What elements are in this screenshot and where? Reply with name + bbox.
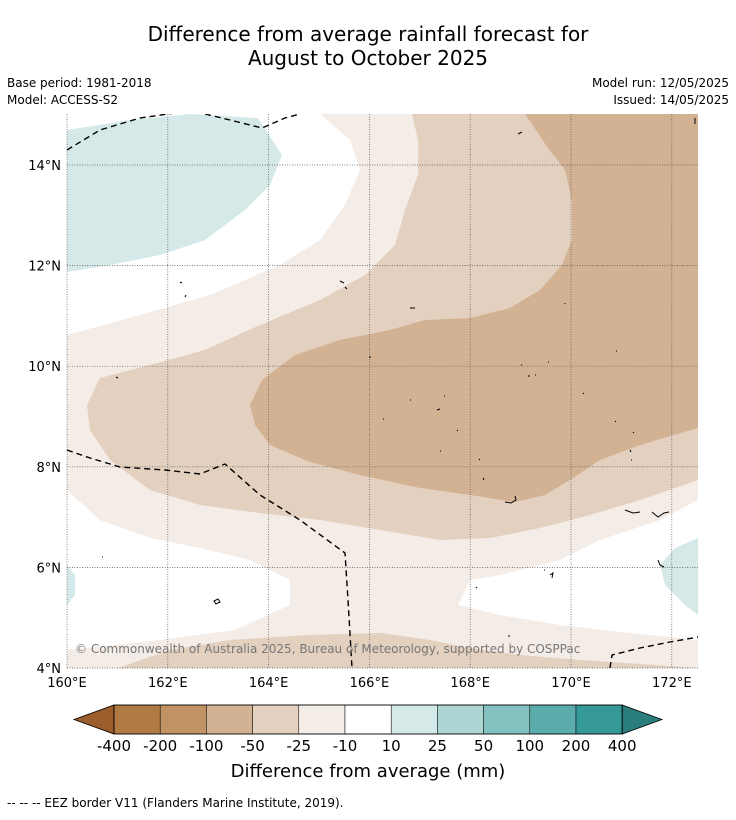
longitude-label: 164°E bbox=[249, 676, 289, 691]
band-p10-p25-northwest bbox=[67, 114, 282, 272]
colorbar-tick-label: 50 bbox=[474, 737, 493, 755]
longitude-label: 172°E bbox=[652, 676, 692, 691]
longitude-label: 168°E bbox=[450, 676, 490, 691]
colorbar-tick-label: -200 bbox=[143, 737, 177, 755]
colorbar-tick-label: -10 bbox=[333, 737, 358, 755]
eez-border-west bbox=[67, 449, 353, 668]
graticule bbox=[66, 114, 698, 669]
model-name: Model: ACCESS-S2 bbox=[7, 93, 119, 107]
band-p10-p25-east bbox=[660, 538, 698, 615]
longitude-label: 166°E bbox=[350, 676, 390, 691]
latitude-labels: 4°N 6°N 8°N 10°N 12°N 14°N bbox=[28, 159, 61, 677]
issued-date: Issued: 14/05/2025 bbox=[613, 93, 729, 107]
colorbar-label: Difference from average (mm) bbox=[230, 761, 506, 782]
colorbar-bin bbox=[529, 704, 577, 735]
colorbar-tick-label: 100 bbox=[515, 737, 544, 755]
latitude-label: 6°N bbox=[37, 561, 62, 576]
longitude-label: 170°E bbox=[551, 676, 591, 691]
colorbar-bin bbox=[575, 704, 623, 735]
colorbar-bin bbox=[298, 704, 346, 735]
colorbar-tick-label: -25 bbox=[287, 737, 312, 755]
model-run: Model run: 12/05/2025 bbox=[591, 76, 729, 90]
colorbar-tick-label: -400 bbox=[97, 737, 131, 755]
band-p10-p25-west bbox=[67, 565, 75, 605]
latitude-label: 10°N bbox=[28, 360, 61, 375]
longitude-label: 160°E bbox=[47, 676, 87, 691]
title-line-1: Difference from average rainfall forecas… bbox=[147, 22, 589, 46]
colorbar-tick-label: -50 bbox=[240, 737, 265, 755]
islands bbox=[102, 118, 696, 637]
copyright-text: © Commonwealth of Australia 2025, Bureau… bbox=[75, 642, 580, 656]
colorbar-bin bbox=[390, 704, 438, 735]
latitude-label: 4°N bbox=[37, 662, 62, 677]
colorbar-outline bbox=[113, 704, 623, 735]
band-neg100-neg50 bbox=[250, 114, 698, 502]
colorbar-bin bbox=[206, 704, 253, 735]
colorbar: -400 -200 -100 -50 -25 -10 10 25 50 100 200 400 bbox=[72, 704, 664, 755]
longitude-labels: 160°E 162°E 164°E 166°E 168°E 170°E 172°E bbox=[47, 676, 691, 691]
colorbar-bin bbox=[159, 704, 207, 735]
title-line-2: August to October 2025 bbox=[247, 46, 489, 70]
colorbar-bin bbox=[252, 704, 300, 735]
band-neg50-neg25-south bbox=[118, 633, 698, 668]
colorbar-bin bbox=[344, 704, 392, 735]
eez-footnote: -- -- -- EEZ border V11 (Flanders Marine… bbox=[7, 796, 344, 810]
longitude-label: 162°E bbox=[148, 676, 188, 691]
colorbar-tick-label: 200 bbox=[562, 737, 591, 755]
latitude-label: 8°N bbox=[37, 461, 62, 476]
latitude-label: 14°N bbox=[28, 159, 61, 174]
colorbar-bin bbox=[437, 704, 484, 735]
colorbar-bin bbox=[113, 704, 161, 735]
colorbar-bin bbox=[483, 704, 531, 735]
colorbar-tick-label: 25 bbox=[428, 737, 447, 755]
colorbar-tick-label: 10 bbox=[382, 737, 401, 755]
eez-border-southeast bbox=[609, 636, 698, 668]
colorbar-extend-high bbox=[621, 704, 664, 735]
base-period: Base period: 1981-2018 bbox=[7, 76, 152, 90]
colorbar-extend-low bbox=[72, 704, 115, 735]
meta-left: Base period: 1981-2018 Model: ACCESS-S2 bbox=[7, 75, 152, 109]
latitude-label: 12°N bbox=[28, 260, 61, 275]
map-title: Difference from average rainfall forecas… bbox=[0, 22, 736, 70]
rainfall-anomaly-field bbox=[67, 114, 698, 668]
colorbar-tick-label: 400 bbox=[608, 737, 637, 755]
eez-borders bbox=[67, 114, 698, 668]
meta-right: Model run: 12/05/2025 Issued: 14/05/2025 bbox=[592, 75, 729, 109]
colorbar-tick-label: -100 bbox=[189, 737, 223, 755]
